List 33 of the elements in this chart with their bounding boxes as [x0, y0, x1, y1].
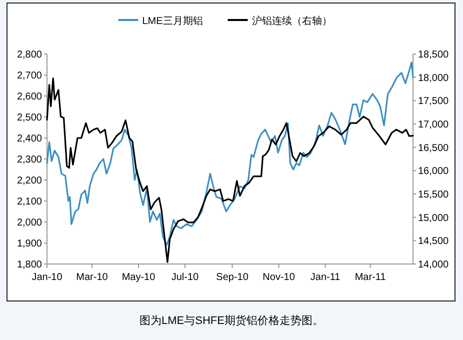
y2-tick-label: 17,500	[418, 96, 450, 108]
y2-tick-label: 16,500	[418, 142, 450, 154]
y2-tick-label: 18,000	[418, 72, 450, 84]
legend-label: 沪铝连续（右轴）	[252, 15, 332, 27]
x-tick-label: Jul-10	[171, 272, 200, 283]
x-tick-label: Jan-10	[32, 272, 63, 283]
y2-tick-label: 14,500	[418, 236, 450, 248]
x-tick-label: Sep-10	[216, 272, 249, 283]
x-tick-label: May-10	[122, 272, 156, 283]
y2-tick-label: 15,500	[418, 190, 450, 200]
text: 图为LME与SHFE期货铝价格走势图。	[140, 314, 324, 327]
y2-tick-label: 14,000	[418, 260, 450, 270]
x-tick-label: Jan-11	[310, 272, 341, 283]
y2-tick-label: 18,500	[418, 50, 450, 60]
y2-tick-label: 17,000	[418, 120, 450, 130]
line-series	[46, 62, 414, 246]
y-tick-label: 1,800	[16, 260, 42, 270]
y-tick-label: 2,500	[16, 112, 42, 124]
y-tick-label: 2,100	[16, 196, 42, 208]
y2-tick-label: 15,000	[418, 212, 450, 224]
y-tick-label: 2,000	[16, 218, 42, 228]
y-tick-label: 2,400	[16, 134, 42, 144]
y-tick-label: 2,200	[16, 176, 42, 186]
y-tick-label: 2,800	[16, 50, 42, 60]
x-tick-label: Nov-10	[262, 272, 296, 283]
y-tick-label: 2,700	[16, 70, 42, 82]
x-tick-label: Mar-11	[354, 272, 386, 283]
y-tick-label: 1,900	[16, 238, 42, 250]
x-tick-label: Mar-10	[76, 272, 108, 283]
legend-label: LME三月期铝	[142, 15, 203, 27]
y-tick-label: 2,300	[16, 154, 42, 166]
y-tick-label: 2,600	[16, 92, 42, 102]
y2-tick-label: 16,000	[418, 166, 450, 178]
